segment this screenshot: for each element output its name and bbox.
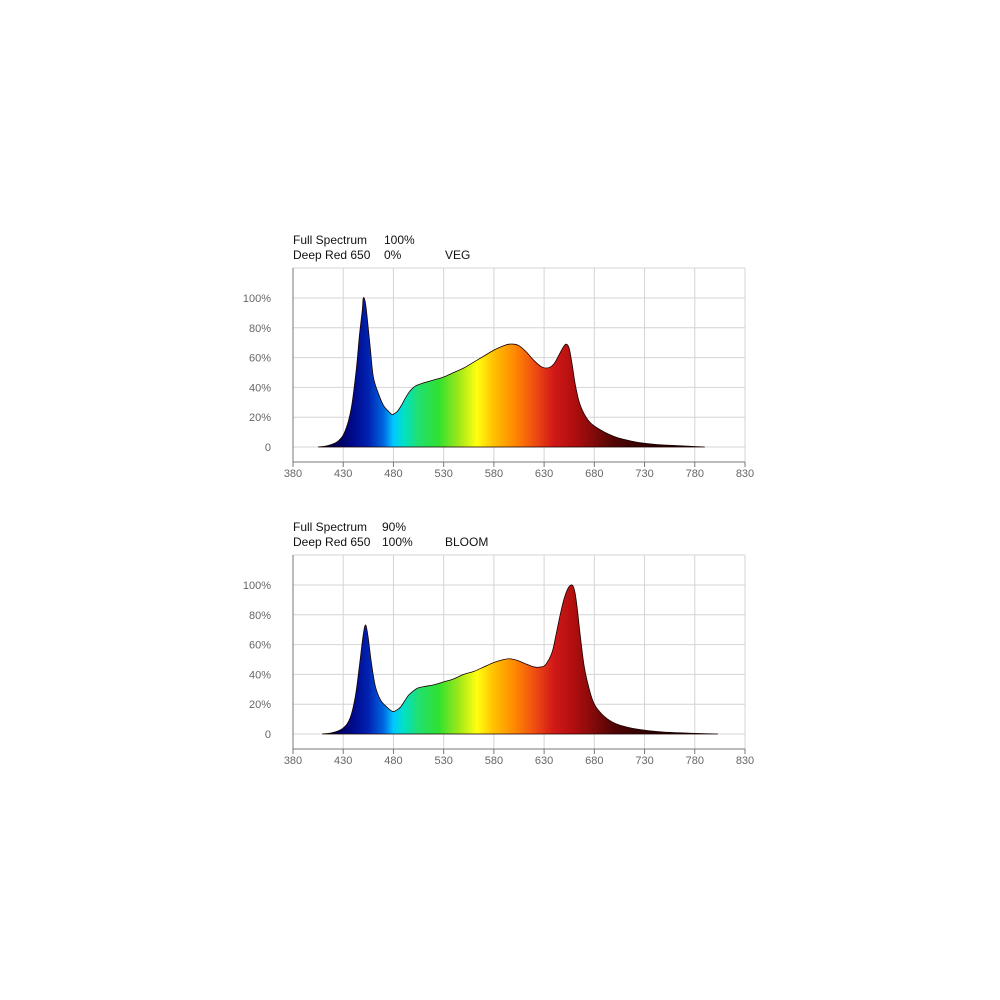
- x-tick-label: 380: [284, 468, 302, 480]
- x-tick-label: 430: [334, 755, 352, 767]
- x-tick-label: 680: [585, 468, 603, 480]
- y-tick-label: 20%: [249, 412, 271, 424]
- deep-red-value: 100%: [382, 535, 413, 549]
- x-tick-label: 530: [434, 468, 452, 480]
- x-tick-label: 830: [736, 468, 754, 480]
- x-tick-label: 630: [535, 755, 553, 767]
- full-spectrum-label: Full Spectrum: [293, 233, 368, 247]
- x-tick-label: 680: [585, 755, 603, 767]
- x-tick-label: 480: [384, 755, 402, 767]
- full-spectrum-value: 100%: [384, 233, 415, 247]
- y-tick-label: 0: [265, 442, 271, 454]
- y-tick-label: 80%: [249, 323, 271, 335]
- y-tick-label: 20%: [249, 699, 271, 711]
- deep-red-label: Deep Red 650: [293, 535, 371, 549]
- full-spectrum-value: 90%: [382, 520, 407, 534]
- x-tick-label: 780: [686, 755, 704, 767]
- y-tick-label: 60%: [249, 640, 271, 652]
- chart-panel-veg: Full Spectrum 100% Deep Red 650 0% VEG 3…: [0, 225, 1000, 495]
- deep-red-label: Deep Red 650: [293, 248, 371, 262]
- x-tick-label: 380: [284, 755, 302, 767]
- y-tick-label: 40%: [249, 669, 271, 681]
- x-tick-label: 580: [485, 468, 503, 480]
- y-tick-label: 60%: [249, 353, 271, 365]
- x-tick-label: 830: [736, 755, 754, 767]
- x-tick-label: 730: [635, 468, 653, 480]
- x-tick-label: 580: [485, 755, 503, 767]
- spectrum-chart-bloom: 380 430 480 530 580 630 680 730 780 830 0 20% 40% 60%…: [243, 554, 754, 767]
- y-tick-label: 100%: [243, 580, 271, 592]
- full-spectrum-label: Full Spectrum: [293, 520, 368, 534]
- y-tick-label: 80%: [249, 610, 271, 622]
- x-tick-label: 630: [535, 468, 553, 480]
- spectrum-area: [318, 297, 705, 448]
- chart-panel-bloom: Full Spectrum 90% Deep Red 650 100% BLOO…: [0, 512, 1000, 782]
- x-tick-label: 480: [384, 468, 402, 480]
- x-tick-label: 730: [635, 755, 653, 767]
- mode-label: VEG: [445, 248, 471, 262]
- y-tick-label: 40%: [249, 382, 271, 394]
- y-tick-label: 0: [265, 729, 271, 741]
- x-tick-label: 530: [434, 755, 452, 767]
- x-tick-label: 780: [686, 468, 704, 480]
- spectrum-chart-veg: 380 430 480 530 580 630 680 730 780 830 0 20% 40% 60%…: [243, 267, 754, 480]
- y-tick-label: 100%: [243, 293, 271, 305]
- mode-label: BLOOM: [445, 535, 489, 549]
- deep-red-value: 0%: [384, 248, 402, 262]
- spectrum-area: [322, 584, 718, 735]
- x-tick-label: 430: [334, 468, 352, 480]
